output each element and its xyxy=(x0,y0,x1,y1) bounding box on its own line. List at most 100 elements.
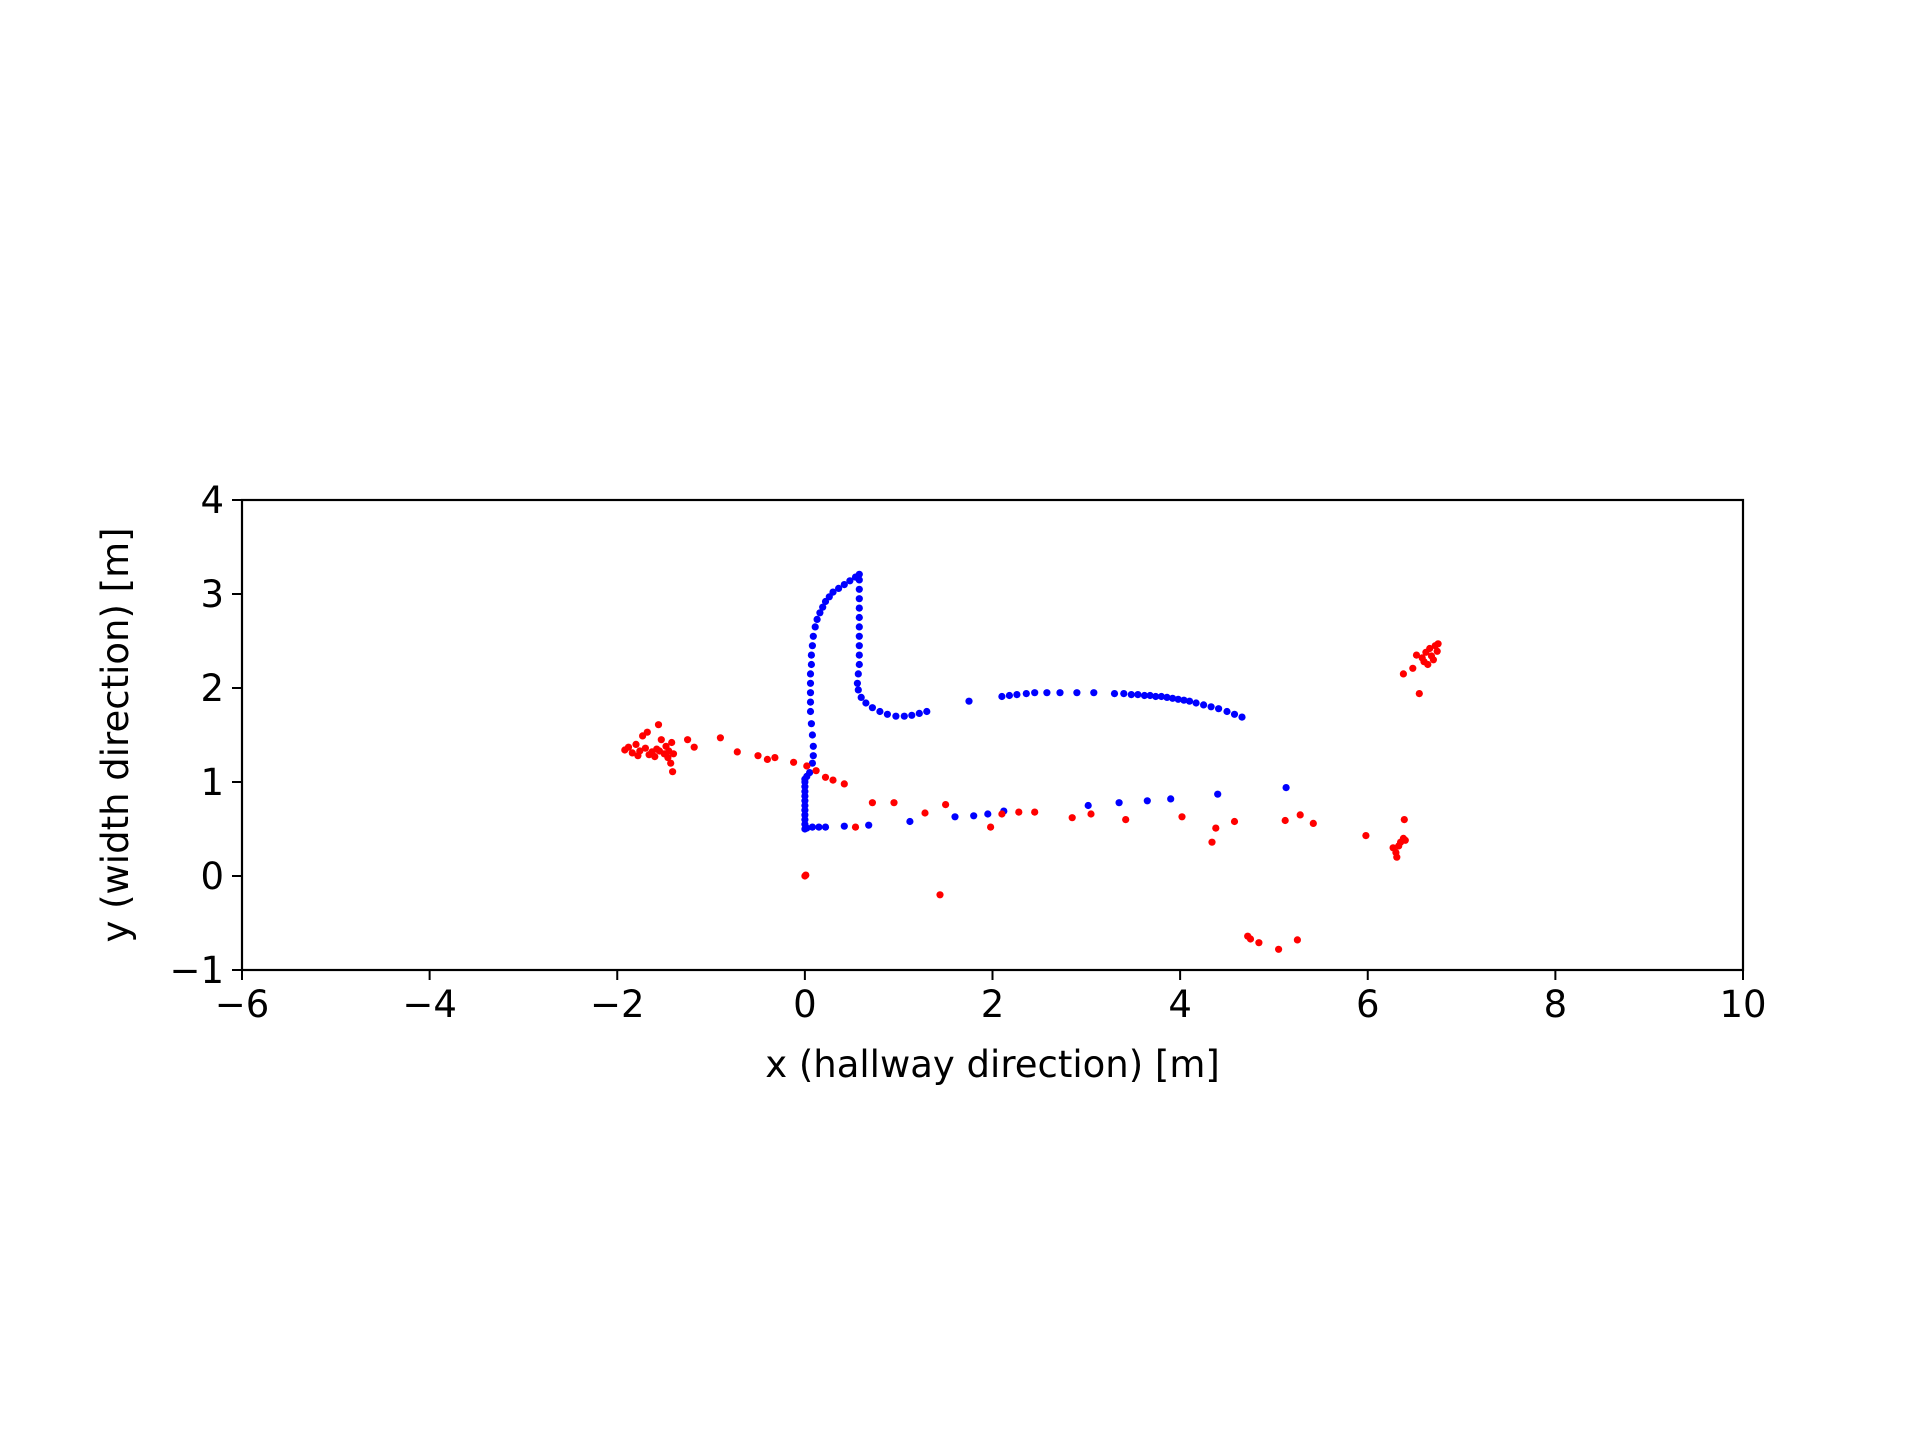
data-point-series-1-68 xyxy=(1022,690,1030,698)
data-point-series-1-97 xyxy=(821,823,830,831)
data-point-series-1-16 xyxy=(809,752,817,760)
data-point-series-2-49 xyxy=(1122,816,1130,824)
data-point-series-1-106 xyxy=(1115,799,1123,807)
x-tick-label: −2 xyxy=(590,983,645,1026)
ticks-layer: −6 −4 −2 0 2 4 6 8 10 −1 0 1 2 3 4 xyxy=(169,479,1766,1026)
data-point-series-1-109 xyxy=(1214,790,1222,798)
data-point-series-1-91 xyxy=(1223,707,1231,716)
y-tick-label: 1 xyxy=(200,761,224,804)
data-point-series-1-89 xyxy=(1207,703,1215,711)
data-point-series-1-41 xyxy=(855,576,863,584)
data-point-series-1-73 xyxy=(1090,689,1098,697)
data-point-series-1-15 xyxy=(808,759,817,767)
x-tick-label: −6 xyxy=(215,983,270,1026)
data-point-series-1-103 xyxy=(984,810,992,818)
data-point-series-1-17 xyxy=(809,742,817,750)
data-point-series-2-65 xyxy=(1400,816,1408,824)
data-point-series-1-31 xyxy=(816,609,824,617)
x-tick-label: 4 xyxy=(1168,983,1192,1026)
data-point-series-2-12 xyxy=(651,753,659,761)
data-point-series-1-61 xyxy=(908,711,916,719)
data-point-series-2-50 xyxy=(1178,813,1186,821)
data-point-series-2-52 xyxy=(1212,824,1220,832)
data-point-series-2-71 xyxy=(1255,939,1263,947)
data-point-series-2-24 xyxy=(669,750,678,758)
data-point-series-2-3 xyxy=(628,749,636,757)
data-point-series-1-44 xyxy=(855,604,863,612)
data-point-series-2-2 xyxy=(624,743,633,751)
data-point-series-1-92 xyxy=(1230,710,1239,718)
data-point-series-1-14 xyxy=(806,769,814,777)
data-point-series-1-95 xyxy=(808,823,817,831)
data-point-series-1-37 xyxy=(840,581,848,589)
data-point-series-1-93 xyxy=(1238,713,1246,721)
data-point-series-1-86 xyxy=(1185,697,1194,705)
data-point-series-1-83 xyxy=(1169,694,1177,702)
data-point-series-1-85 xyxy=(1180,696,1188,704)
data-point-series-1-74 xyxy=(1110,690,1119,698)
data-point-series-1-48 xyxy=(855,642,863,650)
data-point-series-2-14 xyxy=(654,721,663,729)
data-point-series-2-28 xyxy=(733,748,741,756)
data-point-series-2-56 xyxy=(1309,819,1317,828)
data-point-series-2-25 xyxy=(684,736,692,744)
data-point-series-2-23 xyxy=(669,768,677,776)
data-point-series-1-47 xyxy=(855,632,863,640)
data-point-series-2-57 xyxy=(1362,832,1370,840)
data-point-series-2-26 xyxy=(690,743,698,751)
y-tick-label: −1 xyxy=(169,949,224,992)
data-point-series-2-72 xyxy=(1275,945,1283,953)
data-point-series-1-76 xyxy=(1127,691,1135,699)
data-point-series-1-43 xyxy=(855,595,863,603)
data-point-series-1-96 xyxy=(815,823,823,831)
data-point-series-1-94 xyxy=(803,824,811,832)
data-point-series-1-52 xyxy=(853,679,862,687)
data-point-series-1-71 xyxy=(1056,689,1064,697)
data-point-series-2-32 xyxy=(790,758,798,766)
data-point-series-1-22 xyxy=(806,689,815,697)
data-point-series-2-21 xyxy=(667,759,675,767)
data-point-series-2-39 xyxy=(868,799,877,807)
data-point-series-2-51 xyxy=(1208,838,1216,846)
data-point-series-2-64 xyxy=(1401,836,1409,844)
data-point-series-1-20 xyxy=(806,707,815,716)
data-point-series-2-29 xyxy=(754,752,762,760)
data-point-series-2-22 xyxy=(668,738,676,747)
data-point-series-2-67 xyxy=(802,871,810,879)
data-point-series-1-98 xyxy=(840,822,848,830)
data-point-series-1-18 xyxy=(808,731,817,739)
x-tick-label: −4 xyxy=(402,983,457,1026)
data-point-series-2-74 xyxy=(1399,670,1407,678)
data-point-series-1-24 xyxy=(806,670,815,678)
data-point-series-2-46 xyxy=(1031,808,1039,816)
data-point-series-1-19 xyxy=(807,720,816,728)
y-tick-label: 0 xyxy=(200,855,224,898)
data-point-series-1-58 xyxy=(883,710,892,718)
data-point-series-1-75 xyxy=(1120,690,1128,698)
data-point-series-1-35 xyxy=(829,588,837,596)
data-point-series-2-6 xyxy=(636,747,644,755)
points-layer xyxy=(621,570,1442,953)
data-point-series-2-33 xyxy=(803,762,811,770)
data-point-series-1-29 xyxy=(811,623,819,631)
data-point-series-2-27 xyxy=(716,734,725,742)
data-point-series-2-48 xyxy=(1087,810,1095,818)
data-point-series-1-45 xyxy=(855,613,863,622)
data-point-series-1-110 xyxy=(1282,784,1290,792)
data-point-series-2-16 xyxy=(657,736,665,744)
data-point-series-2-31 xyxy=(771,754,779,762)
data-point-series-1-65 xyxy=(998,692,1006,701)
data-point-series-1-62 xyxy=(915,709,923,718)
data-point-series-1-81 xyxy=(1157,692,1165,701)
data-point-series-2-42 xyxy=(942,801,950,809)
data-point-series-1-72 xyxy=(1073,689,1081,697)
data-point-series-1-69 xyxy=(1031,689,1039,697)
data-point-series-1-26 xyxy=(807,651,816,659)
data-point-series-1-30 xyxy=(813,615,821,624)
y-tick-label: 4 xyxy=(200,479,224,522)
data-point-series-1-57 xyxy=(876,707,884,716)
data-point-series-2-73 xyxy=(1293,936,1301,944)
data-point-series-1-64 xyxy=(965,697,973,705)
data-point-series-1-59 xyxy=(892,712,900,720)
